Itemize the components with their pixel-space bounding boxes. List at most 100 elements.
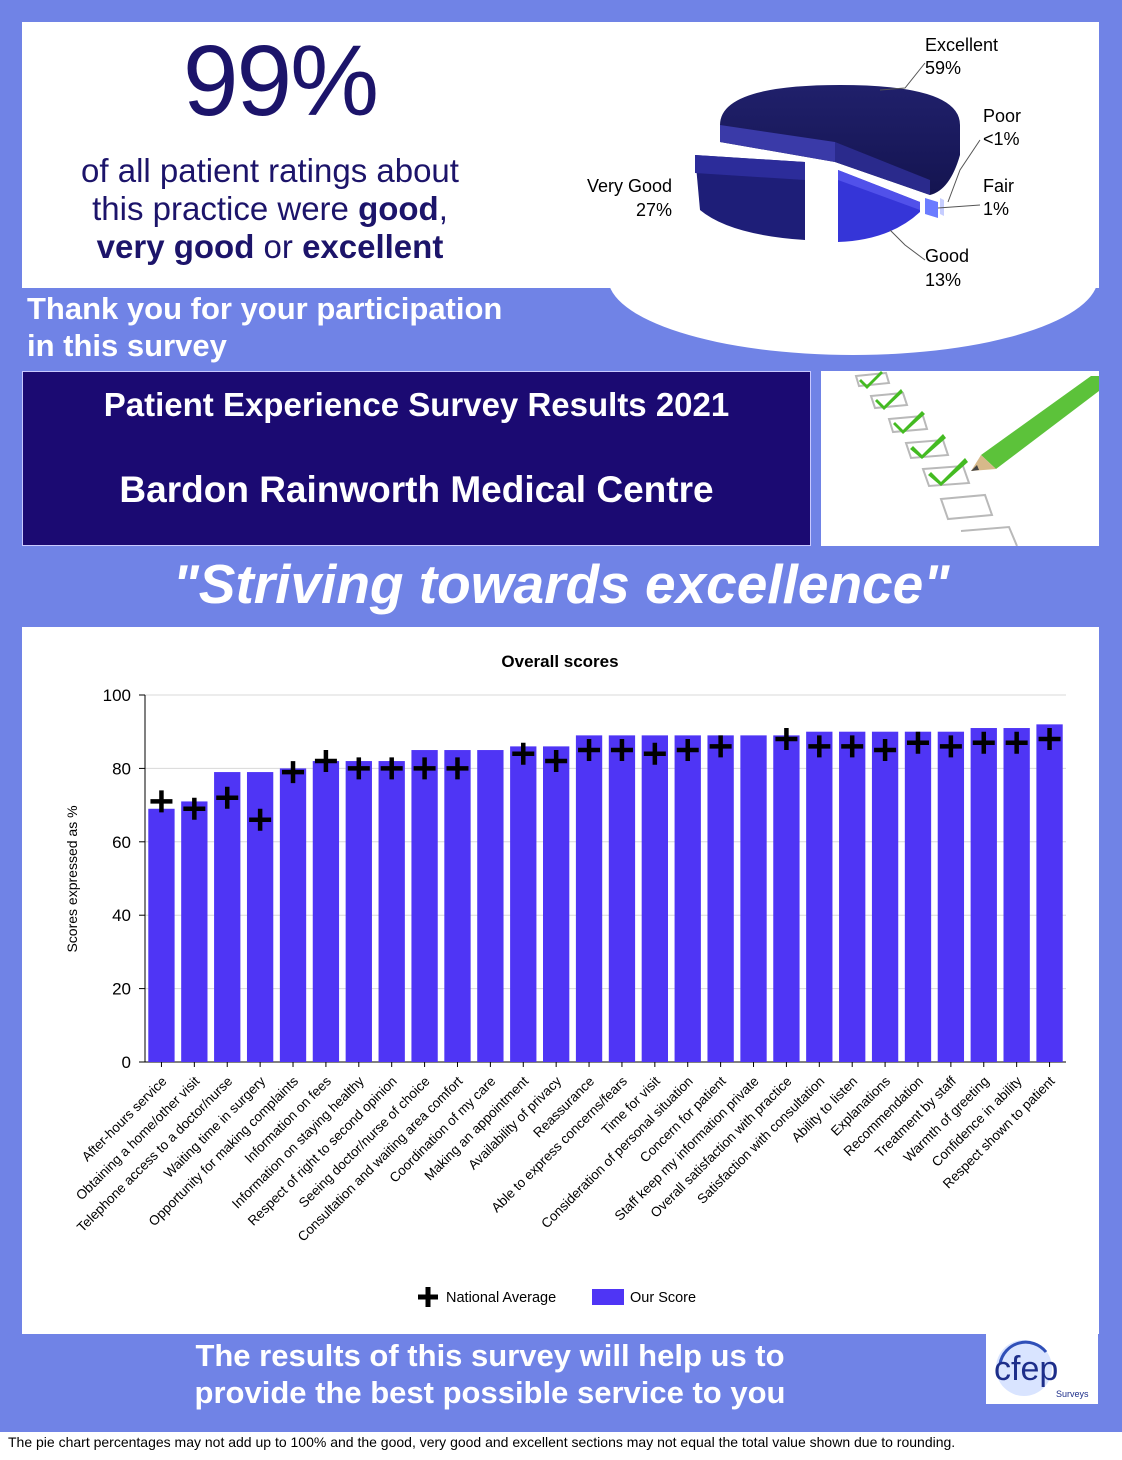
bar — [411, 750, 438, 1062]
national-average-marker — [413, 757, 436, 780]
bar — [312, 761, 340, 1062]
footnote: The pie chart percentages may not add up… — [8, 1434, 956, 1450]
bar — [1036, 724, 1063, 1062]
national-average-marker — [183, 797, 206, 820]
bar — [543, 746, 570, 1062]
national-average-marker — [1005, 731, 1028, 754]
national-average-marker — [841, 735, 864, 758]
headline-line2-text: this practice were — [92, 190, 359, 227]
bar — [707, 735, 734, 1062]
y-axis-label: Scores expressed as % — [64, 805, 80, 952]
overall-scores-chart: Overall scores Scores expressed as % 0 20 40… — [64, 652, 1066, 1307]
national-average-marker — [545, 750, 568, 773]
pie-label-good-value: 13% — [925, 270, 961, 290]
national-average-marker — [282, 761, 305, 784]
closing-line1: The results of this survey will help us … — [195, 1338, 785, 1373]
headline-good: good — [358, 190, 439, 227]
pie-slice-excellent — [720, 85, 960, 195]
rating-pie-chart: Excellent 59% Poor <1% Fair 1% Good 13% … — [587, 35, 1021, 290]
bar — [214, 772, 241, 1062]
national-average-marker — [972, 731, 995, 754]
chart-title: Overall scores — [501, 652, 618, 671]
headline-line2: this practice were good, — [40, 190, 500, 228]
bar — [608, 735, 636, 1062]
bar — [148, 808, 175, 1062]
headline-excellent: excellent — [302, 228, 444, 265]
closing-message: The results of this survey will help us … — [100, 1337, 880, 1411]
national-average-marker — [643, 742, 666, 765]
bar — [1003, 728, 1030, 1062]
national-average-marker — [380, 757, 403, 780]
pie-label-excellent-name: Excellent — [925, 35, 998, 55]
national-average-marker — [347, 757, 370, 780]
y-tick-label: 0 — [122, 1053, 131, 1072]
cfep-logo-sub: Surveys — [1056, 1389, 1089, 1399]
bar — [839, 731, 866, 1062]
national-average-marker — [775, 728, 798, 751]
survey-title-box: Patient Experience Survey Results 2021 B… — [22, 371, 811, 546]
national-average-marker — [150, 790, 173, 813]
national-average-marker — [610, 739, 633, 762]
cfep-logo-icon: cfep Surveys — [994, 1340, 1089, 1399]
pie-label-very-good-value: 27% — [636, 200, 672, 220]
bar — [740, 735, 767, 1062]
national-average-marker — [249, 808, 272, 831]
legend-national-average: National Average — [446, 1290, 556, 1306]
y-tick-label: 20 — [112, 980, 131, 999]
pie-label-excellent-value: 59% — [925, 58, 961, 78]
y-tick-label: 100 — [103, 686, 131, 705]
pie-label-fair-value: 1% — [983, 199, 1009, 219]
bar — [904, 731, 932, 1062]
pie-leader-lines — [879, 62, 981, 261]
bar — [477, 750, 504, 1062]
bar — [279, 768, 307, 1062]
cfep-logo: cfep Surveys — [986, 1334, 1098, 1404]
legend-our-score: Our Score — [630, 1290, 696, 1306]
national-average-marker — [216, 786, 239, 809]
y-tick-label: 60 — [112, 833, 131, 852]
bar — [773, 735, 800, 1062]
thanks-line2: in this survey — [27, 328, 227, 363]
headline-percentage: 99% — [182, 25, 379, 137]
bar — [444, 750, 471, 1062]
thanks-line1: Thank you for your participation — [27, 291, 503, 326]
pie-slice-fair — [925, 198, 938, 218]
national-average-marker — [906, 731, 929, 754]
national-average-marker — [1038, 728, 1061, 751]
bar — [378, 761, 405, 1062]
national-average-marker — [676, 739, 699, 762]
y-tick-label: 80 — [112, 759, 131, 778]
headline-text: of all patient ratings about this practi… — [40, 152, 500, 266]
national-average-marker — [939, 735, 962, 758]
bar — [641, 735, 668, 1062]
headline-very-good: very good — [96, 228, 255, 265]
pie-label-very-good-name: Very Good — [587, 176, 672, 196]
national-average-marker — [512, 742, 535, 765]
headline-line3: very good or excellent — [40, 228, 500, 266]
bar — [181, 801, 208, 1062]
national-average-marker — [709, 735, 732, 758]
checklist-image — [821, 371, 1099, 546]
legend-national-average-icon — [418, 1287, 438, 1307]
pie-slice-very-good — [695, 155, 805, 240]
legend-our-score-swatch — [592, 1289, 624, 1305]
y-tick-label: 40 — [112, 906, 131, 925]
overall-scores-panel: Overall scores Scores expressed as % 0 20 40… — [22, 627, 1099, 1334]
closing-line2: provide the best possible service to you — [194, 1375, 786, 1410]
bar — [674, 735, 701, 1062]
bar — [510, 746, 537, 1062]
pie-label-poor-name: Poor — [983, 106, 1021, 126]
national-average-marker — [314, 750, 337, 773]
pie-label-good-name: Good — [925, 246, 969, 266]
slogan: "Striving towards excellence" — [172, 553, 950, 615]
thanks-message: Thank you for your participation in this… — [27, 290, 587, 364]
headline-line1: of all patient ratings about — [81, 152, 459, 189]
pie-slice-good — [838, 170, 920, 242]
national-average-marker — [874, 739, 897, 762]
national-average-marker — [578, 739, 601, 762]
pie-label-poor-value: <1% — [983, 129, 1020, 149]
bar — [345, 761, 372, 1062]
national-average-marker — [808, 735, 831, 758]
survey-title: Patient Experience Survey Results 2021 — [103, 386, 730, 423]
pie-slice-poor — [940, 198, 944, 216]
